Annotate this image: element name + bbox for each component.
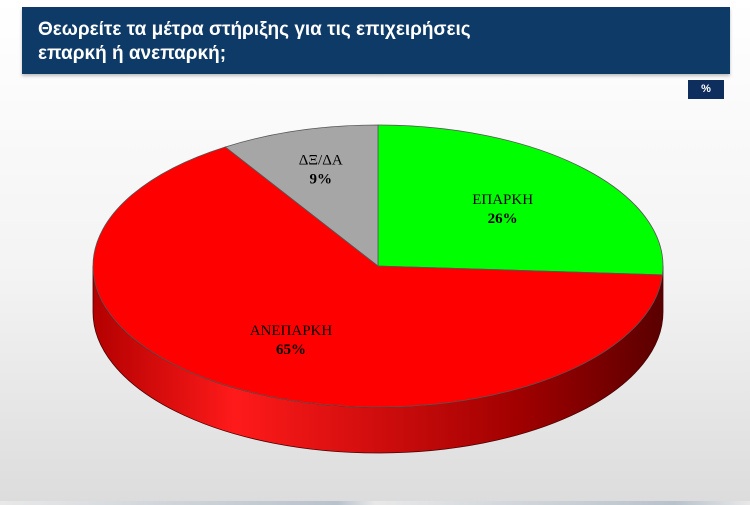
slice-value-label: 9% [310, 172, 333, 188]
slice-value-label: 65% [276, 342, 306, 358]
slice-label: ΑΝΕΠΑΡΚΗ [250, 323, 333, 339]
pie-slice [224, 124, 379, 267]
unit-badge: % [688, 80, 724, 99]
pie-slice [377, 124, 664, 276]
slice-label: ΔΞ/ΔΑ [299, 153, 343, 169]
title-bar: Θεωρείτε τα μέτρα στήριξης για τις επιχε… [22, 7, 730, 74]
chart-title: Θεωρείτε τα μέτρα στήριξης για τις επιχε… [38, 19, 471, 64]
slice-value-label: 26% [488, 211, 518, 227]
slice-label: ΕΠΑΡΚΗ [472, 192, 533, 208]
pie-slice [92, 146, 663, 408]
bottom-strip [0, 501, 750, 505]
